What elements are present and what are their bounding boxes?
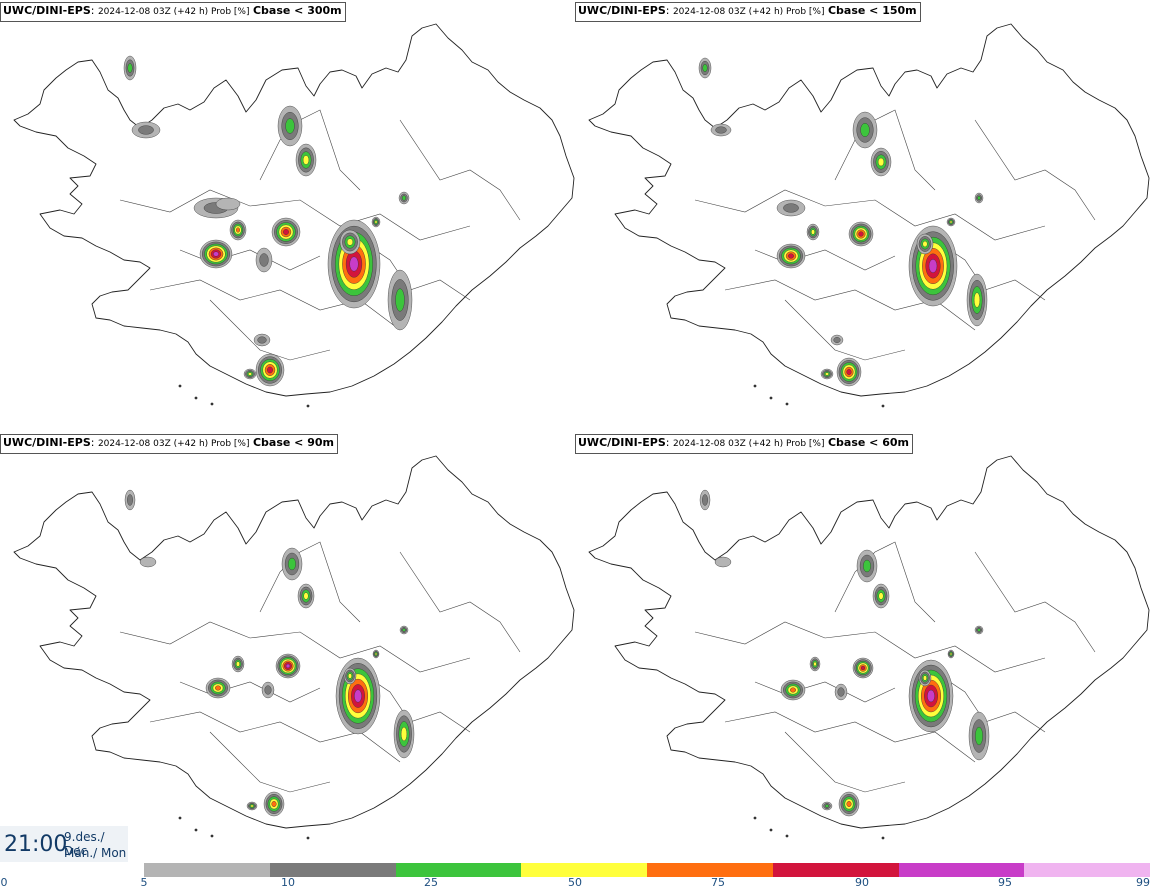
map-panel-1: UWC/DINI-EPS: 2024-12-08 03Z (+42 h) Pro… [0,0,575,430]
model-name: UWC/DINI-EPS [578,4,666,17]
panel-title-4: UWC/DINI-EPS: 2024-12-08 03Z (+42 h) Pro… [575,434,913,454]
panel-title-3: UWC/DINI-EPS: 2024-12-08 03Z (+42 h) Pro… [0,434,338,454]
legend-ticks: 0 5 10 25 50 75 90 95 99 [0,876,1150,890]
legend-color-7 [1024,863,1150,877]
legend-tick: 10 [281,876,295,889]
model-name: UWC/DINI-EPS [3,4,91,17]
legend-color-4 [647,863,773,877]
map-panel-2: UWC/DINI-EPS: 2024-12-08 03Z (+42 h) Pro… [575,0,1150,430]
panel-title-1: UWC/DINI-EPS: 2024-12-08 03Z (+42 h) Pro… [0,2,346,22]
iceland-map-4 [588,455,1150,840]
legend-tick: 99 [1136,876,1150,889]
threshold-label: Cbase < 60m [827,436,909,449]
map-panel-4: UWC/DINI-EPS: 2024-12-08 03Z (+42 h) Pro… [575,432,1150,862]
legend-color-0 [144,863,270,877]
legend-color-2 [395,863,522,877]
run-info: 2024-12-08 03Z (+42 h) Prob [%] [97,439,250,449]
iceland-map-2 [588,23,1150,408]
run-info: 2024-12-08 03Z (+42 h) Prob [%] [97,7,250,17]
iceland-map-3 [13,455,575,840]
panel-title-2: UWC/DINI-EPS: 2024-12-08 03Z (+42 h) Pro… [575,2,921,22]
model-name: UWC/DINI-EPS [3,436,91,449]
legend-color-5 [772,863,899,877]
threshold-label: Cbase < 90m [252,436,334,449]
legend-tick: 95 [998,876,1012,889]
iceland-map-1 [13,23,575,408]
valid-weekday: Mán./ Mon [64,846,127,860]
legend-color-3 [521,863,647,877]
legend-tick: 5 [140,876,148,889]
valid-time: 21:00 [4,832,68,857]
valid-date: 9.des./ Dec [64,830,105,858]
legend-tick: 50 [568,876,582,889]
threshold-label: Cbase < 150m [827,4,917,17]
map-panel-3: UWC/DINI-EPS: 2024-12-08 03Z (+42 h) Pro… [0,432,575,862]
legend-color-6 [898,863,1025,877]
run-info: 2024-12-08 03Z (+42 h) Prob [%] [672,439,825,449]
legend-tick: 25 [424,876,438,889]
model-name: UWC/DINI-EPS [578,436,666,449]
legend-color-1 [269,863,396,877]
legend-tick: 0 [0,876,8,889]
run-info: 2024-12-08 03Z (+42 h) Prob [%] [672,7,825,17]
color-legend [144,863,1150,877]
threshold-label: Cbase < 300m [252,4,342,17]
legend-tick: 75 [711,876,725,889]
legend-tick: 90 [855,876,869,889]
valid-time-box: 21:00 9.des./ Dec Mán./ Mon [0,826,128,862]
